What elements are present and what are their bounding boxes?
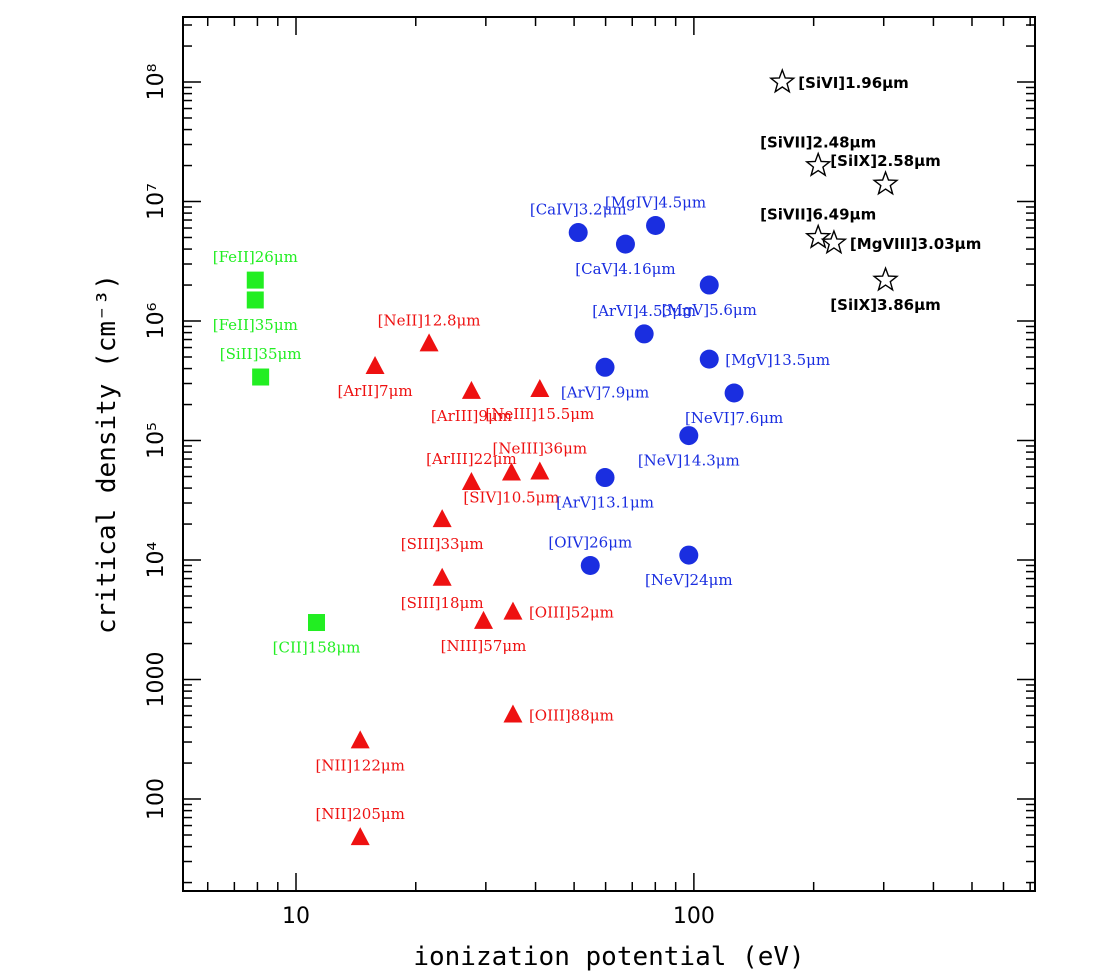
x-axis-title: ionization potential (eV) xyxy=(413,942,804,972)
data-markers xyxy=(246,68,899,846)
triangle-marker xyxy=(461,380,481,399)
y-tick-label: 10⁶ xyxy=(144,302,169,339)
point-label: [MgV]13.5μm xyxy=(725,351,830,369)
x-tick-label: 100 xyxy=(673,904,715,929)
point-label: [MgV]5.6μm xyxy=(662,301,757,319)
point-label: [NeVI]7.6μm xyxy=(685,409,783,427)
star-marker xyxy=(804,223,832,249)
point-label: [OIII]88μm xyxy=(529,706,614,724)
triangle-marker xyxy=(461,471,481,490)
point-label: [NeII]12.8μm xyxy=(378,311,481,329)
point-label: [NII]205μm xyxy=(316,805,405,823)
point-label: [SIII]18μm xyxy=(401,594,484,612)
point-label: [CaIV]3.2μm xyxy=(530,201,627,219)
axis-ticks xyxy=(183,17,1035,891)
point-label: [NeV]14.3μm xyxy=(638,452,740,470)
point-label: [CII]158μm xyxy=(273,639,361,657)
point-label: [NeIII]15.5μm xyxy=(485,405,594,423)
triangle-marker xyxy=(432,567,452,586)
y-tick-label: 1000 xyxy=(144,652,169,708)
point-label: [MgIV]4.5μm xyxy=(605,194,706,212)
point-label: [NeIII]36μm xyxy=(493,440,588,458)
point-label: [NeV]24μm xyxy=(645,571,733,589)
square-marker xyxy=(308,614,326,632)
x-tick-label: 10 xyxy=(282,904,310,929)
point-label: [SiVI]1.96μm xyxy=(798,74,909,92)
y-tick-label: 100 xyxy=(144,778,169,820)
point-label: [SIV]10.5μm xyxy=(463,489,559,507)
point-label: [FeII]26μm xyxy=(213,248,298,266)
point-label: [ArIII]22μm xyxy=(426,450,517,468)
point-label: [CaV]4.16μm xyxy=(575,260,675,278)
circle-marker xyxy=(634,324,654,344)
triangle-marker xyxy=(501,462,521,481)
y-axis-title: critical density (cm⁻³) xyxy=(92,274,122,634)
circle-marker xyxy=(699,275,719,295)
point-label: [ArII]7μm xyxy=(338,382,413,400)
circle-marker xyxy=(646,216,666,236)
triangle-marker xyxy=(432,509,452,528)
square-marker xyxy=(246,271,264,289)
point-label: [SiIX]3.86μm xyxy=(830,296,940,314)
point-label: [ArV]7.9μm xyxy=(561,383,649,401)
circle-marker xyxy=(699,349,719,369)
point-label: [NIII]57μm xyxy=(441,637,527,655)
point-label: [SiIX]2.58μm xyxy=(830,152,940,170)
triangle-marker xyxy=(419,333,439,352)
triangle-marker xyxy=(350,730,370,749)
point-label: [ArV]13.1μm xyxy=(556,494,654,512)
point-label: [SIII]33μm xyxy=(401,535,484,553)
tick-labels: 10 100 100 1000 10⁴ 10⁵ 10⁶ 10⁷ 10⁸ xyxy=(144,63,715,929)
circle-marker xyxy=(679,545,699,565)
star-marker xyxy=(872,170,899,196)
triangle-marker xyxy=(503,601,523,620)
point-label: [OIV]26μm xyxy=(548,533,632,551)
star-marker xyxy=(872,266,899,292)
triangle-marker xyxy=(503,704,523,723)
point-label: [NII]122μm xyxy=(316,756,405,774)
point-label: [MgVIII]3.03μm xyxy=(850,235,981,253)
y-tick-label: 10⁴ xyxy=(144,541,169,578)
y-tick-label: 10⁸ xyxy=(144,63,169,100)
triangle-marker xyxy=(530,378,550,397)
plot-frame xyxy=(182,16,1036,892)
circle-marker xyxy=(724,383,744,403)
point-labels: [FeII]26μm [FeII]35μm [SiII]35μm [CII]158μm… xyxy=(213,74,982,823)
triangle-marker xyxy=(474,610,494,629)
triangle-marker xyxy=(530,461,550,480)
circle-marker xyxy=(679,426,699,446)
point-label: [FeII]35μm xyxy=(213,316,298,334)
star-marker xyxy=(820,228,848,255)
y-tick-label: 10⁵ xyxy=(144,422,169,459)
circle-marker xyxy=(568,223,588,243)
square-marker xyxy=(252,368,270,386)
circle-marker xyxy=(595,357,615,377)
star-marker xyxy=(804,151,832,177)
point-label: [ArVI]4.53μm xyxy=(592,302,696,320)
point-label: [SiVII]2.48μm xyxy=(760,134,876,152)
point-label: [OIII]52μm xyxy=(529,604,614,622)
point-label: [SiVII]6.49μm xyxy=(760,205,876,223)
triangle-marker xyxy=(350,827,370,846)
square-marker xyxy=(246,291,264,309)
circle-marker xyxy=(615,234,635,254)
y-tick-label: 10⁷ xyxy=(144,183,169,220)
point-label: [ArIII]9μm xyxy=(431,407,512,425)
star-marker xyxy=(768,68,796,94)
circle-marker xyxy=(580,555,600,575)
point-label: [SiII]35μm xyxy=(220,345,302,363)
triangle-marker xyxy=(365,356,385,375)
circle-marker xyxy=(595,468,615,488)
